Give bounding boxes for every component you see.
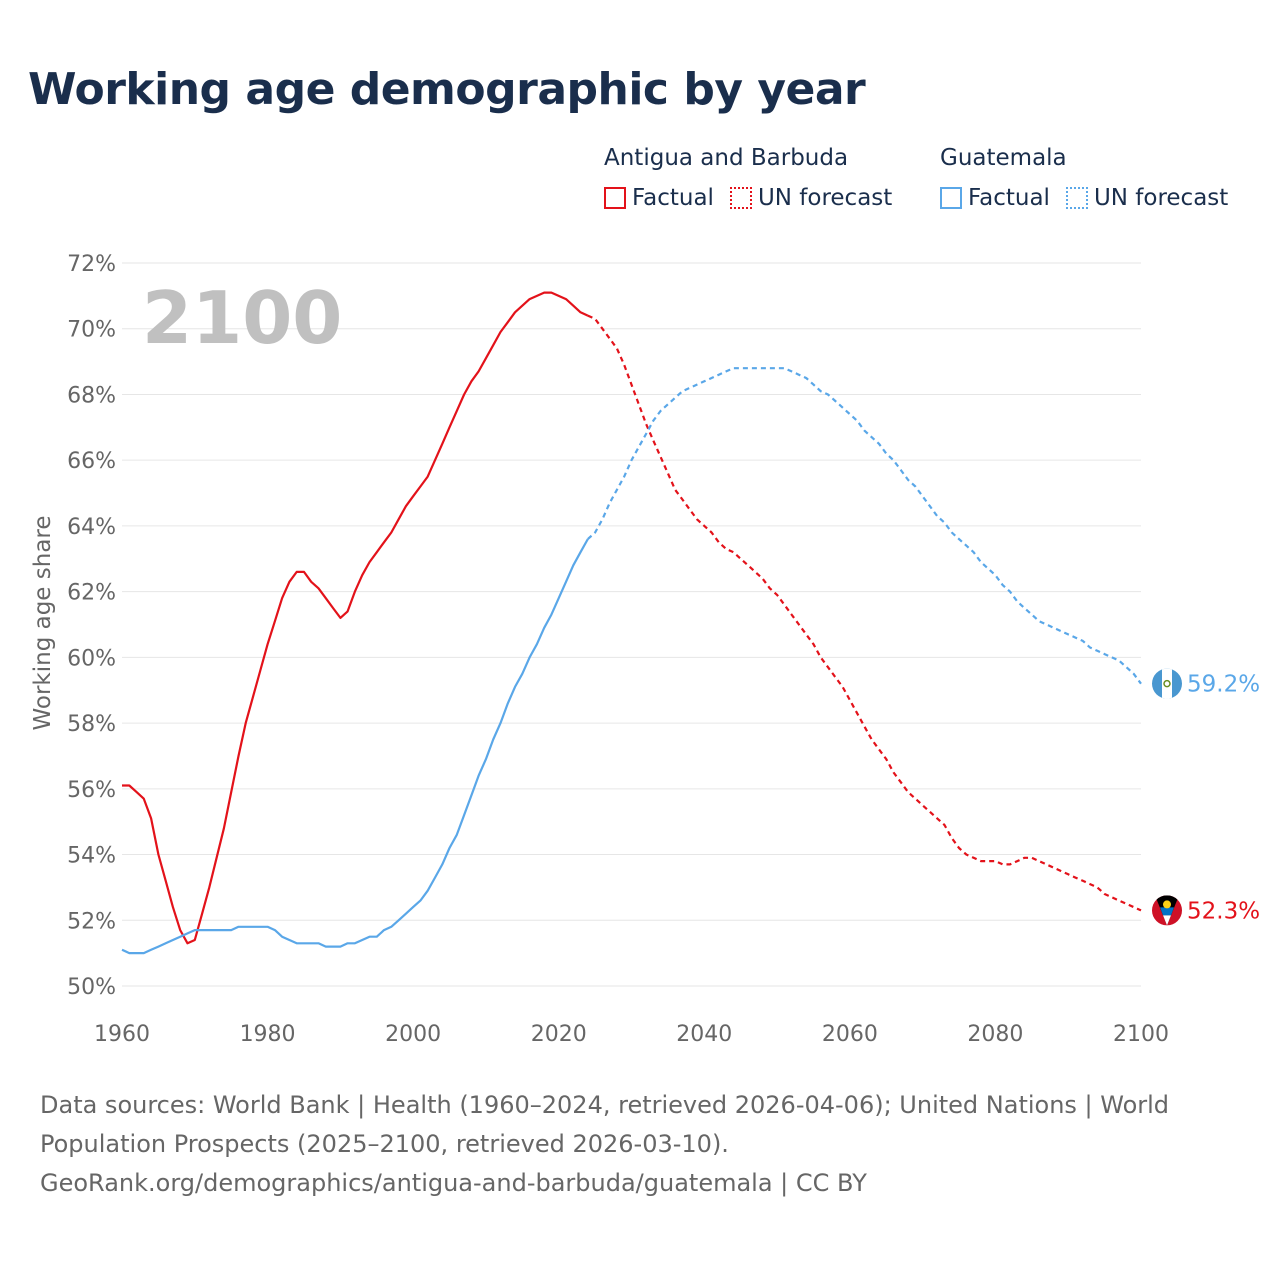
legend-guatemala: Guatemala Factual UN forecast	[940, 145, 1228, 211]
legend-antigua-factual-swatch	[604, 187, 626, 209]
series-lines	[121, 291, 1142, 955]
line-guatemala-factual	[121, 538, 589, 955]
y-tick-56: 56%	[67, 778, 116, 803]
x-tick-2020: 2020	[531, 1022, 587, 1047]
legend-antigua-forecast-swatch	[729, 187, 752, 209]
y-tick-72: 72%	[67, 252, 116, 277]
x-tick-2100: 2100	[1113, 1022, 1169, 1047]
x-tick-1980: 1980	[240, 1022, 296, 1047]
end-markers: 52.3% 59.2%	[1152, 668, 1260, 926]
end-label-guatemala: 59.2%	[1187, 672, 1260, 698]
legend-guatemala-factual[interactable]: Factual	[940, 185, 1050, 211]
y-tick-labels: 50% 52% 54% 56% 58% 60% 62% 64% 66% 68% 70% 72%	[67, 252, 116, 1000]
footer-line-2: Population Prospects (2025–2100, retriev…	[40, 1130, 729, 1158]
flag-guatemala-icon	[1152, 668, 1182, 699]
y-tick-52: 52%	[67, 909, 116, 934]
grid-lines	[122, 262, 1141, 987]
flag-antigua-icon	[1152, 895, 1182, 926]
y-axis-label: Working age share	[30, 515, 56, 730]
legend-guatemala-factual-swatch	[940, 187, 962, 209]
line-antigua-and-barbuda-factual	[122, 291, 589, 945]
legend-antigua-factual[interactable]: Factual	[604, 185, 714, 211]
legend-guatemala-forecast-label: UN forecast	[1093, 185, 1229, 211]
line-guatemala-forecast	[587, 367, 1142, 685]
footer-sources: Data sources: World Bank | Health (1960–…	[40, 1086, 1240, 1203]
y-tick-50: 50%	[67, 975, 116, 1000]
y-tick-62: 62%	[67, 581, 116, 606]
legend-guatemala-factual-label: Factual	[968, 185, 1050, 211]
y-tick-70: 70%	[67, 318, 116, 343]
y-tick-66: 66%	[67, 449, 116, 474]
y-tick-60: 60%	[67, 646, 116, 671]
legend-antigua-forecast-label: UN forecast	[757, 185, 893, 211]
legend-antigua-factual-label: Factual	[632, 185, 714, 211]
y-tick-64: 64%	[67, 515, 116, 540]
legend-antigua: Antigua and Barbuda Factual UN forecast	[604, 145, 908, 211]
chart-title: Working age demographic by year	[28, 64, 866, 115]
x-tick-2040: 2040	[676, 1022, 732, 1047]
legend-antigua-forecast[interactable]: UN forecast	[729, 185, 893, 211]
footer-line-1: Data sources: World Bank | Health (1960–…	[40, 1091, 1170, 1119]
legend-guatemala-forecast-swatch	[1065, 187, 1088, 209]
x-tick-2060: 2060	[822, 1022, 878, 1047]
line-chart: 50% 52% 54% 56% 58% 60% 62% 64% 66% 68% 70% 72% 196…	[30, 252, 1260, 1047]
legend-guatemala-name: Guatemala	[940, 145, 1067, 171]
x-tick-1960: 1960	[94, 1022, 150, 1047]
line-antigua-and-barbuda-forecast	[587, 314, 1142, 912]
legend-guatemala-forecast[interactable]: UN forecast	[1065, 185, 1229, 211]
end-label-antigua-and-barbuda: 52.3%	[1187, 898, 1260, 924]
y-tick-58: 58%	[67, 712, 116, 737]
legend-antigua-name: Antigua and Barbuda	[604, 145, 849, 171]
x-tick-2000: 2000	[385, 1022, 441, 1047]
footer-line-3[interactable]: GeoRank.org/demographics/antigua-and-bar…	[40, 1169, 867, 1197]
y-tick-54: 54%	[67, 844, 116, 869]
x-tick-2080: 2080	[967, 1022, 1023, 1047]
x-tick-labels: 1960 1980 2000 2020 2040 2060 2080 2100	[94, 1022, 1169, 1047]
y-tick-68: 68%	[67, 383, 116, 408]
year-watermark: 2100	[142, 276, 342, 360]
